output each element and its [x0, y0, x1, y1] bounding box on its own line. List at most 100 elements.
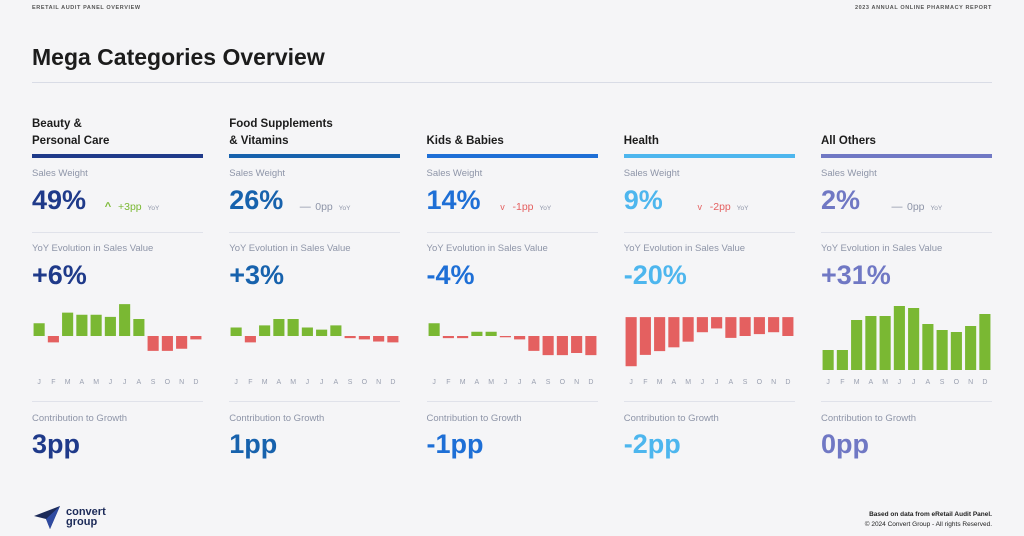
month-tick-label: J	[517, 379, 521, 386]
month-tick-label: A	[728, 379, 733, 386]
month-bar-2	[456, 336, 468, 339]
month-tick-label: M	[656, 379, 662, 386]
month-bar-10	[570, 336, 582, 353]
yoy-evolution-value: +3%	[229, 260, 285, 290]
month-tick-label: O	[756, 379, 762, 386]
month-bar-9	[359, 336, 371, 340]
month-bar-9	[950, 332, 962, 370]
footer-note: Based on data from eRetail Audit Panel. …	[865, 510, 992, 530]
contribution-label: Contribution to Growth	[821, 413, 917, 424]
delta-value: 0pp	[315, 201, 333, 213]
month-tick-label: J	[898, 379, 902, 386]
month-tick-label: J	[109, 379, 113, 386]
month-tick-label: J	[37, 379, 41, 386]
month-tick-label: M	[488, 379, 494, 386]
month-bar-7	[133, 319, 145, 336]
month-bar-0	[33, 323, 45, 336]
month-bar-9	[556, 336, 568, 356]
month-bar-5	[302, 327, 314, 336]
logo-text: convert group	[66, 507, 106, 528]
month-tick-label: F	[643, 379, 647, 386]
month-tick-label: S	[545, 379, 550, 386]
month-tick-label: J	[320, 379, 324, 386]
month-tick-label: O	[165, 379, 171, 386]
top-header: ERETAIL AUDIT PANEL OVERVIEW 2023 ANNUAL…	[32, 5, 992, 11]
month-tick-label: J	[235, 379, 239, 386]
yoy-evolution-label: YoY Evolution in Sales Value	[623, 243, 746, 254]
month-tick-label: S	[151, 379, 156, 386]
month-bar-10	[373, 336, 385, 342]
month-bar-2	[62, 312, 74, 337]
month-bar-10	[767, 317, 779, 333]
category-color-bar	[426, 154, 598, 158]
month-tick-label: D	[982, 379, 987, 386]
month-bar-4	[485, 331, 497, 336]
month-tick-label: S	[348, 379, 353, 386]
category-color-bar	[32, 154, 203, 158]
category-name: All Others	[821, 135, 876, 147]
divider	[32, 401, 203, 402]
divider	[623, 401, 795, 402]
sales-weight-label: Sales Weight	[821, 168, 877, 179]
header-right-text: 2023 ANNUAL ONLINE PHARMACY REPORT	[854, 5, 992, 11]
sales-weight-value: 9%	[623, 185, 663, 215]
month-tick-label: F	[446, 379, 450, 386]
month-bar-3	[273, 319, 285, 336]
month-bar-6	[513, 336, 525, 340]
month-bar-1	[245, 336, 257, 343]
yoy-tag: YoY	[736, 205, 749, 212]
month-tick-label: A	[277, 379, 282, 386]
logo-line2: group	[66, 516, 98, 528]
month-tick-label: J	[700, 379, 704, 386]
contribution-value: 1pp	[229, 429, 278, 459]
category-column-beauty: Beauty & Personal Care Sales Weight 49% …	[32, 100, 203, 470]
sales-weight-value: 14%	[426, 185, 481, 215]
category-name: Food Supplements & Vitamins	[229, 118, 333, 147]
month-tick-label: A	[137, 379, 142, 386]
month-bar-4	[682, 317, 694, 342]
month-bar-1	[836, 350, 848, 370]
month-bar-8	[542, 336, 554, 356]
footer-source: Based on data from eRetail Audit Panel.	[869, 511, 992, 518]
delta-value: 0pp	[907, 201, 925, 213]
category-name: Health	[623, 135, 659, 147]
month-bar-3	[668, 317, 680, 348]
category-column-all-others: All Others Sales Weight 2% — 0pp YoY YoY…	[821, 100, 992, 470]
delta-value: -2pp	[709, 201, 731, 213]
month-tick-label: M	[93, 379, 99, 386]
month-tick-label: N	[968, 379, 973, 386]
category-color-bar	[623, 154, 795, 158]
month-bar-1	[639, 317, 651, 355]
yoy-tag: YoY	[338, 205, 351, 212]
contribution-label: Contribution to Growth	[229, 413, 325, 424]
contribution-label: Contribution to Growth	[32, 413, 128, 424]
yoy-evolution-label: YoY Evolution in Sales Value	[426, 243, 548, 254]
month-bar-4	[879, 316, 891, 370]
header-left-text: ERETAIL AUDIT PANEL OVERVIEW	[32, 5, 141, 11]
yoy-evolution-value: -20%	[623, 260, 687, 290]
delta-arrow-icon: v	[697, 202, 703, 212]
divider	[229, 232, 401, 233]
month-tick-label: D	[391, 379, 396, 386]
month-bar-1	[442, 336, 454, 339]
delta-value: -1pp	[512, 201, 534, 213]
month-bar-2	[259, 325, 271, 337]
contribution-value: 3pp	[32, 429, 81, 459]
month-tick-label: N	[376, 379, 381, 386]
divider	[821, 232, 992, 233]
month-bar-4	[90, 314, 102, 336]
sales-weight-delta: — 0pp YoY	[891, 201, 943, 213]
month-tick-label: N	[179, 379, 184, 386]
month-tick-label: D	[785, 379, 790, 386]
month-tick-label: M	[290, 379, 296, 386]
sales-weight-delta: ^ +3pp YoY	[102, 201, 160, 213]
category-name: Kids & Babies	[426, 135, 504, 147]
month-tick-label: O	[362, 379, 368, 386]
category-color-bar	[229, 154, 401, 158]
month-tick-label: M	[262, 379, 268, 386]
page-title: Mega Categories Overview	[32, 44, 325, 70]
